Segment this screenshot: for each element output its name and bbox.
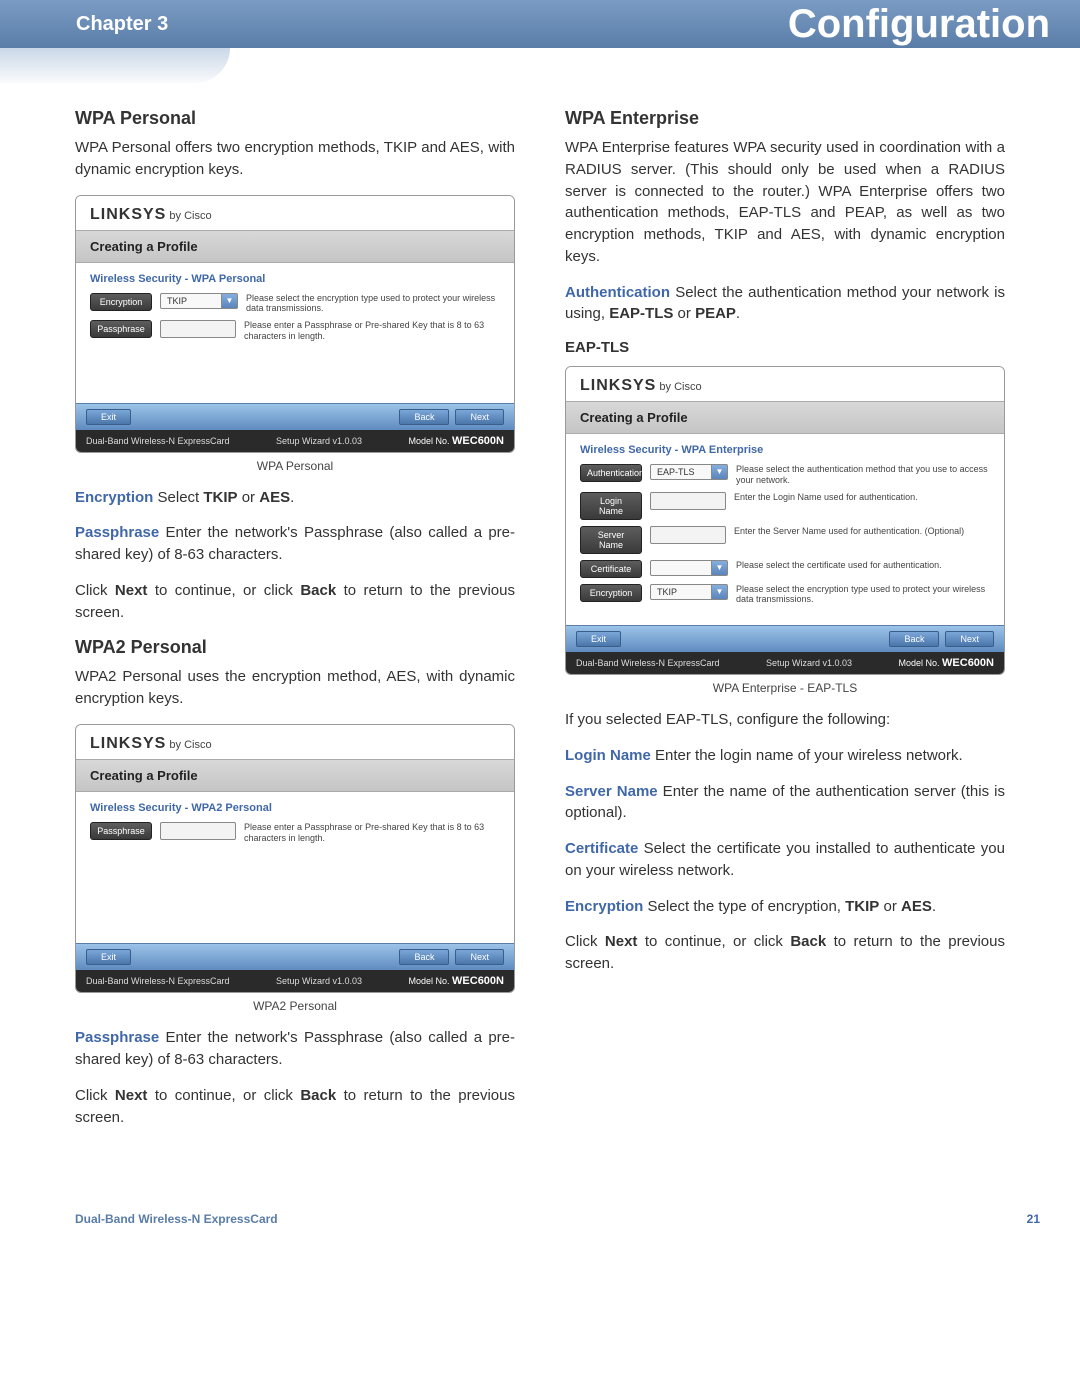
- back-button[interactable]: Back: [889, 631, 939, 647]
- server-name-label: Server Name: [580, 526, 642, 554]
- shot-subheading: Creating a Profile: [76, 759, 514, 792]
- authentication-para: Authentication Select the authentication…: [565, 282, 1005, 326]
- wpa-enterprise-intro: WPA Enterprise features WPA security use…: [565, 137, 1005, 268]
- passphrase-help: Please enter a Passphrase or Pre-shared …: [244, 822, 500, 844]
- login-name-label: Login Name: [580, 492, 642, 520]
- encryption-help: Please select the encryption type used t…: [246, 293, 500, 315]
- shot-subheading: Creating a Profile: [76, 230, 514, 263]
- chevron-down-icon: ▼: [712, 584, 728, 600]
- passphrase-para: Passphrase Enter the network's Passphras…: [75, 522, 515, 566]
- passphrase-label: Passphrase: [90, 822, 152, 840]
- page-title: Configuration: [788, 2, 1050, 47]
- security-section-label: Wireless Security - WPA2 Personal: [90, 802, 500, 814]
- brand-logo: LINKSYS by Cisco: [580, 382, 702, 393]
- certificate-para: Certificate Select the certificate you i…: [565, 838, 1005, 882]
- next-button[interactable]: Next: [455, 949, 504, 965]
- passphrase-para-2: Passphrase Enter the network's Passphras…: [75, 1027, 515, 1071]
- brand-logo: LINKSYS by Cisco: [90, 740, 212, 751]
- heading-eap-tls: EAP-TLS: [565, 339, 1005, 356]
- shot-subheading: Creating a Profile: [566, 401, 1004, 434]
- passphrase-help: Please enter a Passphrase or Pre-shared …: [244, 320, 500, 342]
- certificate-label: Certificate: [580, 560, 642, 578]
- server-name-input[interactable]: [650, 526, 726, 544]
- login-name-para: Login Name Enter the login name of your …: [565, 745, 1005, 767]
- left-column: WPA Personal WPA Personal offers two enc…: [75, 108, 515, 1142]
- footer-model: Model No. WEC600N: [409, 975, 505, 987]
- passphrase-label: Passphrase: [90, 320, 152, 338]
- next-button[interactable]: Next: [455, 409, 504, 425]
- authentication-select[interactable]: EAP-TLS▼: [650, 464, 728, 480]
- click-next-para: Click Next to continue, or click Back to…: [75, 580, 515, 624]
- chevron-down-icon: ▼: [222, 293, 238, 309]
- screenshot-wpa-enterprise: LINKSYS by Cisco Creating a Profile Wire…: [565, 366, 1005, 675]
- footer-model: Model No. WEC600N: [899, 657, 995, 669]
- authentication-help: Please select the authentication method …: [736, 464, 990, 486]
- footer-version: Setup Wizard v1.0.03: [276, 976, 362, 986]
- certificate-select[interactable]: ▼: [650, 560, 728, 576]
- footer-product: Dual-Band Wireless-N ExpressCard: [86, 436, 230, 446]
- content-area: WPA Personal WPA Personal offers two enc…: [0, 48, 1080, 1172]
- passphrase-input[interactable]: [160, 320, 236, 338]
- footer-product-name: Dual-Band Wireless-N ExpressCard: [75, 1212, 278, 1226]
- click-next-para-3: Click Next to continue, or click Back to…: [565, 931, 1005, 975]
- wpa2-personal-intro: WPA2 Personal uses the encryption method…: [75, 666, 515, 710]
- heading-wpa-personal: WPA Personal: [75, 108, 515, 129]
- chevron-down-icon: ▼: [712, 464, 728, 480]
- encryption-help: Please select the encryption type used t…: [736, 584, 990, 606]
- exit-button[interactable]: Exit: [86, 949, 131, 965]
- back-button[interactable]: Back: [399, 949, 449, 965]
- caption-wpa2-personal: WPA2 Personal: [75, 999, 515, 1013]
- encryption-select[interactable]: TKIP▼: [160, 293, 238, 309]
- right-column: WPA Enterprise WPA Enterprise features W…: [565, 108, 1005, 1142]
- certificate-help: Please select the certificate used for a…: [736, 560, 990, 571]
- screenshot-wpa-personal: LINKSYS by Cisco Creating a Profile Wire…: [75, 195, 515, 453]
- footer-version: Setup Wizard v1.0.03: [766, 658, 852, 668]
- security-section-label: Wireless Security - WPA Enterprise: [580, 444, 990, 456]
- footer-product: Dual-Band Wireless-N ExpressCard: [86, 976, 230, 986]
- back-button[interactable]: Back: [399, 409, 449, 425]
- encryption-label: Encryption: [90, 293, 152, 311]
- encryption-label: Encryption: [580, 584, 642, 602]
- next-button[interactable]: Next: [945, 631, 994, 647]
- encryption-para-right: Encryption Select the type of encryption…: [565, 896, 1005, 918]
- screenshot-wpa2-personal: LINKSYS by Cisco Creating a Profile Wire…: [75, 724, 515, 994]
- server-name-para: Server Name Enter the name of the authen…: [565, 781, 1005, 825]
- authentication-label: Authentication: [580, 464, 642, 482]
- login-name-input[interactable]: [650, 492, 726, 510]
- footer-model: Model No. WEC600N: [409, 435, 505, 447]
- server-help: Enter the Server Name used for authentic…: [734, 526, 990, 537]
- caption-wpa-personal: WPA Personal: [75, 459, 515, 473]
- encryption-para: Encryption Select TKIP or AES.: [75, 487, 515, 509]
- page-header: Chapter 3 Configuration: [0, 0, 1080, 48]
- header-curve: [0, 48, 230, 83]
- chapter-label: Chapter 3: [30, 13, 168, 36]
- chevron-down-icon: ▼: [712, 560, 728, 576]
- exit-button[interactable]: Exit: [86, 409, 131, 425]
- encryption-select[interactable]: TKIP▼: [650, 584, 728, 600]
- footer-version: Setup Wizard v1.0.03: [276, 436, 362, 446]
- passphrase-input[interactable]: [160, 822, 236, 840]
- exit-button[interactable]: Exit: [576, 631, 621, 647]
- brand-logo: LINKSYS by Cisco: [90, 211, 212, 222]
- page-footer: Dual-Band Wireless-N ExpressCard 21: [0, 1172, 1080, 1256]
- caption-wpa-enterprise: WPA Enterprise - EAP-TLS: [565, 681, 1005, 695]
- page-number: 21: [1027, 1212, 1040, 1226]
- footer-product: Dual-Band Wireless-N ExpressCard: [576, 658, 720, 668]
- heading-wpa2-personal: WPA2 Personal: [75, 637, 515, 658]
- wpa-personal-intro: WPA Personal offers two encryption metho…: [75, 137, 515, 181]
- heading-wpa-enterprise: WPA Enterprise: [565, 108, 1005, 129]
- security-section-label: Wireless Security - WPA Personal: [90, 273, 500, 285]
- ifselected-para: If you selected EAP-TLS, configure the f…: [565, 709, 1005, 731]
- login-help: Enter the Login Name used for authentica…: [734, 492, 990, 503]
- click-next-para-2: Click Next to continue, or click Back to…: [75, 1085, 515, 1129]
